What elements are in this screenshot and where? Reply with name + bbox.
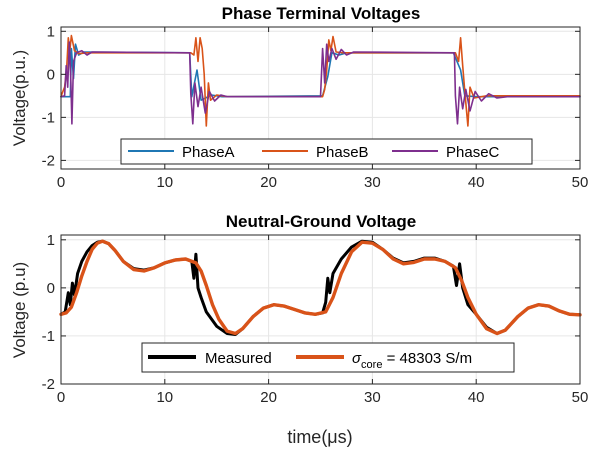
series-group — [59, 239, 582, 336]
legend-box — [120, 138, 533, 165]
x-tick-label: 20 — [260, 389, 277, 406]
chart-title: Neutral-Ground Voltage — [226, 212, 416, 231]
series-line-phasec — [60, 41, 581, 125]
series-group — [60, 34, 581, 127]
x-tick-label: 50 — [572, 389, 589, 406]
y-tick-label: -1 — [42, 328, 55, 345]
legend: PhaseA PhaseB PhaseC — [120, 138, 533, 165]
x-tick-label: 10 — [156, 389, 173, 406]
legend-label-phasea: PhaseA — [182, 144, 235, 161]
series-line-core-48303-s-m — [59, 239, 582, 336]
axes-box — [60, 26, 581, 170]
x-tick-label: 10 — [156, 174, 173, 191]
y-tick-label: 0 — [47, 66, 55, 83]
x-tick-label: 40 — [468, 174, 485, 191]
legend-label-phaseb: PhaseB — [316, 144, 369, 161]
x-tick-label: 0 — [57, 174, 65, 191]
y-tick-label: -2 — [42, 152, 55, 169]
legend-label-phasec: PhaseC — [446, 144, 500, 161]
legend-label-sigma-core: σcore = 48303 S/m — [352, 350, 472, 371]
x-axis-label: time(μs) — [287, 427, 352, 447]
x-tick-label: 30 — [364, 174, 381, 191]
axes-box — [60, 234, 581, 385]
legend-label-measured: Measured — [205, 350, 272, 367]
y-tick-label: -1 — [42, 109, 55, 126]
x-tick-label: 30 — [364, 389, 381, 406]
chart-neutral-ground-voltage: Neutral-Ground Voltage 0 10 20 30 40 5010-1-2… — [10, 212, 588, 447]
y-tick-label: 0 — [47, 280, 55, 297]
x-tick-label: 40 — [468, 389, 485, 406]
legend: Measured σcore = 48303 S/m — [141, 342, 515, 373]
chart-title: Phase Terminal Voltages — [222, 4, 421, 23]
y-tick-label: 1 — [47, 23, 55, 40]
x-tick-label: 20 — [260, 174, 277, 191]
y-tick-label: -2 — [42, 376, 55, 393]
y-tick-label: 1 — [47, 232, 55, 249]
y-axis-label: Voltage (p.u) — [10, 262, 29, 358]
y-axis-label: Voltage(p.u.) — [10, 50, 29, 146]
x-tick-label: 50 — [572, 174, 589, 191]
x-tick-label: 0 — [57, 389, 65, 406]
chart-phase-terminal-voltages: Phase Terminal Voltages 0 10 20 30 40 5010-1-… — [10, 4, 588, 191]
